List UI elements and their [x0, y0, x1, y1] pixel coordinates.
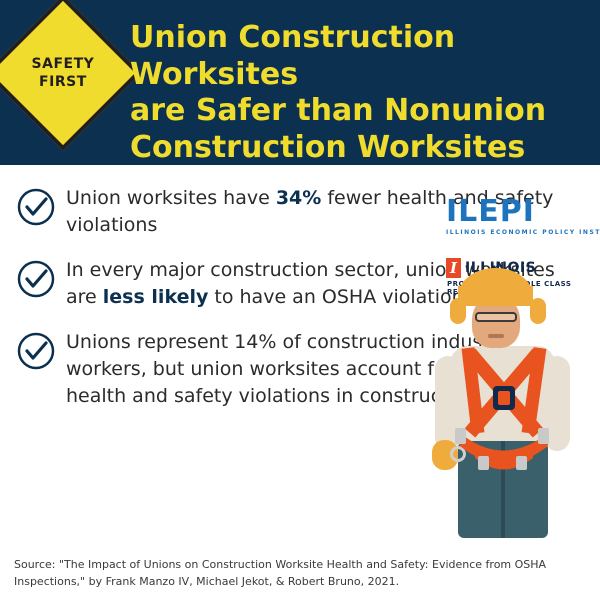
- infographic-page: SAFETY FIRST Union Construction Worksite…: [0, 0, 600, 600]
- check-icon-2: [16, 259, 56, 299]
- body-section: Union worksites have 34% fewer health an…: [0, 165, 600, 586]
- safety-first-badge: SAFETY FIRST: [0, 0, 141, 151]
- safety-badge-line1: SAFETY: [32, 55, 95, 73]
- source-citation: Source: "The Impact of Unions on Constru…: [14, 557, 586, 590]
- ilepi-logo-text: ILEPI: [446, 197, 586, 227]
- safety-badge-line2: FIRST: [32, 73, 95, 91]
- construction-worker-illustration: [420, 268, 585, 538]
- check-icon-3: [16, 331, 56, 371]
- check-icon-1: [16, 187, 56, 227]
- page-title: Union Construction Worksites are Safer t…: [130, 20, 590, 165]
- ilepi-logo-subtext: ILLINOIS ECONOMIC POLICY INSTITUTE: [446, 229, 586, 236]
- header-section: SAFETY FIRST Union Construction Worksite…: [0, 0, 600, 165]
